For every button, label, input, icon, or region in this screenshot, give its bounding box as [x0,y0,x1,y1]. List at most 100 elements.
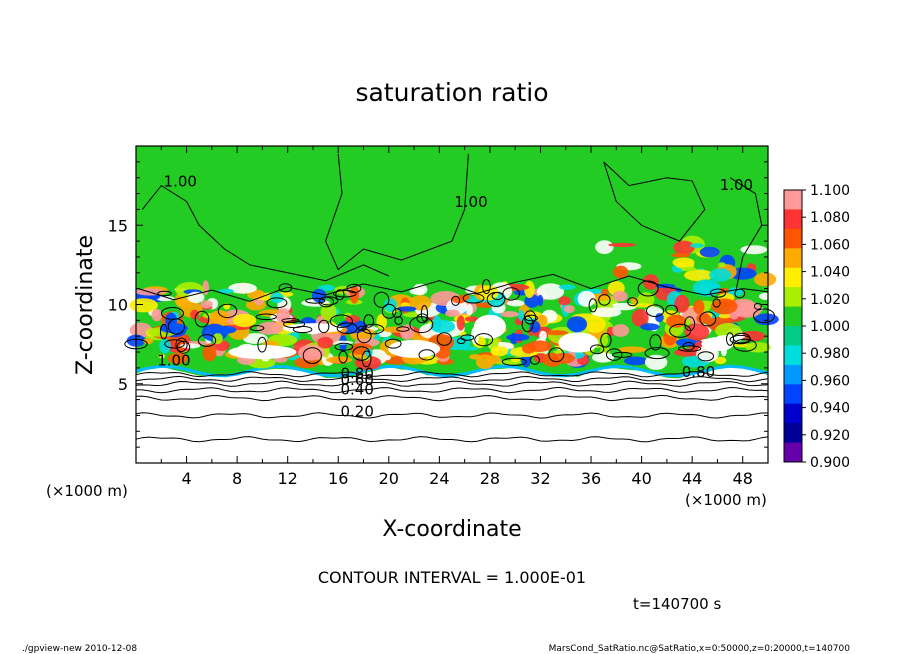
field-patch [699,246,720,258]
field-patch [563,305,575,313]
field-patch [180,343,201,349]
field-patch [256,321,284,335]
contour-loop [589,344,605,355]
contour-label: 0.80 [682,363,715,381]
contour-loop [420,305,428,322]
field-patch [671,252,691,258]
field-patch [714,356,727,365]
colorbar-segment [784,190,802,210]
contour-loop [335,289,345,301]
contour-loop [194,310,210,328]
contour-loop [278,283,293,293]
field-patch [521,343,536,354]
field-patch [536,283,565,300]
contour-loop [486,291,506,307]
colorbar-segment [784,287,802,307]
contour-loop [338,350,348,364]
contour-label: 1.00 [164,173,197,191]
field-patch [384,355,391,361]
field-patch [200,300,213,309]
contour-loop [637,280,659,297]
x-tick-label: 44 [682,469,702,488]
contour-loop [709,288,727,298]
contour-interval-text: CONTOUR INTERVAL = 1.000E-01 [318,568,586,587]
contour-loop [318,319,330,334]
cloud-blob [473,314,506,339]
contour-loop [302,347,322,365]
field-patch [584,315,606,333]
contour-loop [175,337,188,352]
contour-loop [753,302,762,310]
cloud-blob [701,337,734,352]
field-patch [711,298,738,315]
contour-loop [197,334,217,347]
field-patch [681,267,697,272]
field-patch [709,268,732,282]
contour-loop [699,311,717,327]
contour-label: 0.80 [340,364,373,382]
contour-loop [292,325,313,334]
colorbar-segment [784,403,802,424]
contour-label: 1.00 [720,176,753,194]
field-patch [754,272,777,287]
y-tick-label: 5 [118,375,128,394]
contour-line [135,375,769,383]
contour-loop [460,334,475,341]
contour-loop [334,342,354,351]
field-patch [518,309,525,321]
field-patch [485,355,502,364]
time-text: t=140700 s [633,595,721,613]
contour-loop [305,297,326,304]
colorbar-label: 1.080 [810,210,850,226]
colorbar-segment [784,228,802,249]
contour-loop [381,303,397,319]
field-patch [465,316,479,322]
colorbar-segment [784,364,802,385]
x-tick-label: 32 [530,469,550,488]
contour-lines [124,153,775,443]
contour-loop [733,338,757,352]
field-patch [297,344,325,361]
field-patch [673,240,695,255]
contour-loop [612,351,633,358]
contour-loop [361,350,372,368]
field-patch [445,309,460,317]
contour-loop [329,314,353,328]
contour-loop [678,345,702,352]
x-unit-left: (×1000 m) [46,482,128,500]
contour-loop [336,322,358,335]
contour-loop [283,320,306,329]
field-patch [566,316,588,333]
field-patch [754,313,779,326]
field-patch [469,354,482,360]
plot-area: 1.001.001.001.000.800.600.400.200.80 [124,145,779,464]
contour-loop [697,351,715,362]
contour-loop [524,314,538,322]
colorbar-segment [784,345,802,366]
colorbar-segment [784,442,802,463]
field-patch [500,311,519,318]
field-patch [539,330,547,341]
contour-line [603,161,706,242]
field-patch [740,245,768,255]
contour-loop [753,308,775,324]
field-patch [591,307,622,318]
x-tick-label: 12 [278,469,298,488]
field-patch [349,286,360,304]
field-patch [715,323,742,339]
field-patch [655,313,664,323]
field-patch [595,240,614,255]
colorbar-label: 0.980 [810,346,850,362]
field-patch [600,288,610,296]
contour-loop [588,298,598,313]
contour-line [135,394,769,402]
y-axis: 5 10 15 [108,161,768,448]
x-axis-label: X-coordinate [382,517,521,542]
y-axis-label: Z-coordinate [73,235,98,375]
contour-label: 0.60 [340,371,373,389]
contour-loop [357,325,367,331]
contour-label: 1.00 [454,193,487,211]
field-patch [696,313,712,324]
contour-loop [394,316,403,325]
